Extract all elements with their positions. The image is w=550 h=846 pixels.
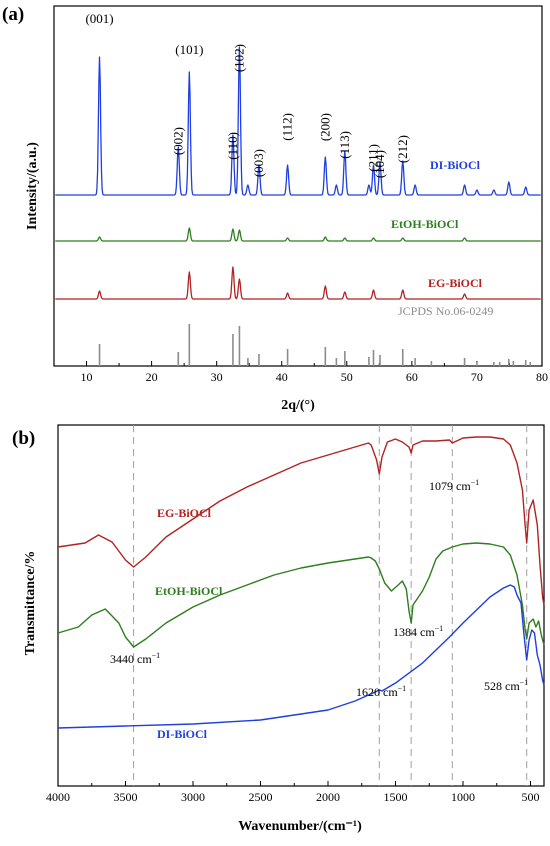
- series-label-di-a: DI-BiOCl: [430, 158, 481, 172]
- peak-label: (001): [85, 11, 113, 26]
- xrd-line-etoh-biocl: [55, 227, 541, 242]
- y-axis-title-a: Intensity/(a.u.): [25, 142, 40, 230]
- panel-a-peak-labels: (001) (002) (101) (110) (102) (003) (112) (200)…: [85, 11, 409, 178]
- x-tick-label-a-50: 50: [341, 370, 353, 384]
- peak-label: (113): [337, 131, 352, 159]
- xrd-line-di-biocl: [55, 46, 541, 196]
- x-tick-label-b-500: 500: [522, 790, 540, 804]
- band-label-1079: 1079 cm−1: [429, 478, 479, 493]
- peak-label: (212): [395, 135, 410, 163]
- panel-b-series: [57, 436, 545, 729]
- x-tick-label-b-1500: 1500: [384, 790, 408, 804]
- panel-a-frame: [53, 5, 543, 367]
- x-tick-label-b-1000: 1000: [451, 790, 475, 804]
- peak-label: (110): [225, 132, 240, 160]
- x-axis-title-b: Wavenumber/(cm⁻¹): [238, 819, 362, 834]
- x-tick-label-a-20: 20: [146, 370, 158, 384]
- ftir-line-di-biocl: [57, 584, 545, 729]
- x-tick-label-a-60: 60: [406, 370, 418, 384]
- series-label-eg-b: EG-BiOCl: [157, 506, 212, 520]
- peak-label: (104): [372, 150, 387, 178]
- x-tick-label-b-2500: 2500: [249, 790, 273, 804]
- band-label-1620: 1620 cm−1: [356, 684, 406, 699]
- x-axis-title-a: 2q/(°): [281, 398, 315, 413]
- panel-b-x-ticks: 4000 3500 3000 2500 2000 1500 1000 500: [46, 781, 540, 804]
- band-label-528: 528 cm−1: [484, 678, 528, 693]
- band-label-1384: 1384 cm−1: [393, 624, 443, 639]
- peak-label: (211): [366, 144, 381, 172]
- x-tick-label-b-2000: 2000: [316, 790, 340, 804]
- x-tick-label-a-30: 30: [211, 370, 223, 384]
- series-label-jcpds: JCPDS No.06-0249: [398, 304, 493, 318]
- x-tick-label-a-70: 70: [471, 370, 483, 384]
- panel-b-frame: [57, 424, 545, 787]
- series-label-eg-a: EG-BiOCl: [428, 276, 483, 290]
- band-label-3440: 3440 cm−1: [110, 651, 160, 666]
- peak-label: (200): [317, 113, 332, 141]
- x-tick-label-a-80: 80: [536, 370, 548, 384]
- x-tick-label-b-3500: 3500: [114, 790, 138, 804]
- x-tick-label-b-3000: 3000: [181, 790, 205, 804]
- ftir-line-etoh-biocl: [57, 542, 545, 648]
- peak-label: (003): [251, 149, 266, 177]
- x-tick-label-b-4000: 4000: [46, 790, 70, 804]
- peak-label: (002): [170, 127, 185, 155]
- series-label-etoh-b: EtOH-BiOCl: [155, 584, 223, 598]
- peak-label: (101): [175, 42, 203, 57]
- panel-b-label: (b): [12, 428, 35, 449]
- series-label-etoh-a: EtOH-BiOCl: [391, 217, 459, 231]
- panel-b-reference-lines: [133, 425, 528, 786]
- ftir-line-eg-biocl: [57, 436, 545, 606]
- xrd-line-eg-biocl: [55, 266, 541, 300]
- peak-label: (102): [231, 44, 246, 72]
- x-tick-label-a-40: 40: [276, 370, 288, 384]
- panel-a-reference-sticks: [98, 324, 532, 366]
- peak-label: (112): [280, 113, 295, 141]
- panel-a-series: [55, 46, 541, 300]
- x-tick-label-a-10: 10: [81, 370, 93, 384]
- series-label-di-b: DI-BiOCl: [157, 727, 208, 741]
- panel-a-x-ticks: 10 20 30 40 50 60 70 80: [81, 361, 548, 384]
- panel-a-label: (a): [2, 4, 24, 25]
- y-axis-title-b: Transmittance/%: [23, 551, 38, 656]
